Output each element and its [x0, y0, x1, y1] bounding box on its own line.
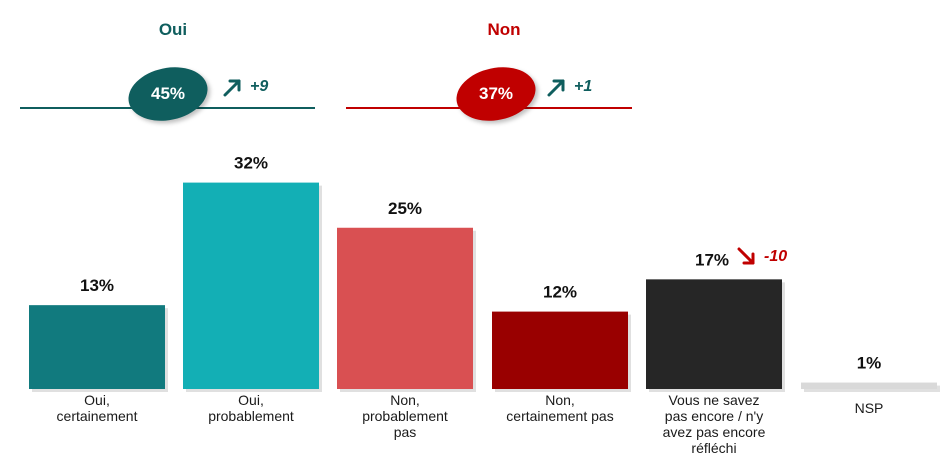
- bar-value-label: 32%: [234, 154, 268, 173]
- bar-value-label: 13%: [80, 276, 114, 295]
- undecided-trend: -10: [736, 246, 787, 268]
- yes-trend-value: +9: [250, 78, 269, 95]
- undecided-trend-value: -10: [764, 248, 788, 266]
- no-trend: +1: [546, 76, 592, 98]
- bar: [646, 279, 782, 389]
- arrow-down-right-icon: [737, 247, 755, 265]
- bar: [492, 311, 628, 389]
- category-label: Vous ne savez pas encore / n'y avez pas en…: [662, 392, 766, 456]
- category-label: Oui, probablement: [208, 392, 294, 424]
- bar-value-label: 12%: [543, 283, 577, 302]
- no-trend-value: +1: [574, 78, 593, 95]
- bar: [337, 227, 473, 389]
- bar-value-label: 17%: [695, 250, 729, 269]
- arrow-up-right-icon: [547, 79, 565, 97]
- category-label: Non, probablement pas: [362, 392, 448, 440]
- bar-value-label: 25%: [388, 199, 422, 218]
- bar: [801, 382, 937, 389]
- category-label: Oui, certainement: [56, 392, 138, 424]
- arrow-up-right-icon: [223, 79, 241, 97]
- yes-trend: +9: [222, 76, 268, 98]
- yes-group-title: Oui: [158, 20, 188, 39]
- category-label: NSP: [854, 400, 884, 416]
- bar: [29, 305, 165, 389]
- category-label: Non, certainement pas: [506, 392, 614, 424]
- bar: [183, 182, 319, 389]
- bar-value-label: 1%: [857, 354, 882, 373]
- no-group-title: Non: [487, 20, 521, 39]
